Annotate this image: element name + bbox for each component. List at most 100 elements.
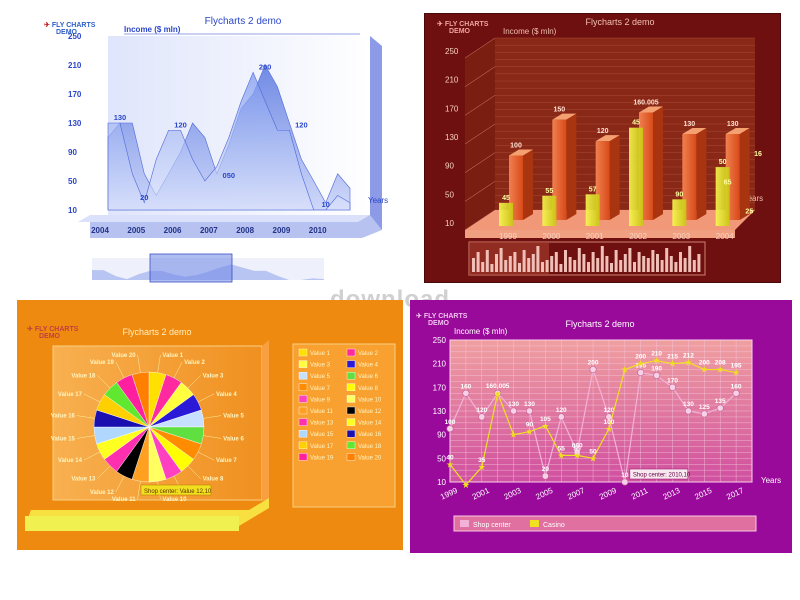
- leader-line: [203, 415, 222, 419]
- leader-line: [115, 361, 125, 379]
- data-label: 160: [731, 383, 742, 390]
- tooltip-text: Shop center: Value 12,10: [144, 489, 212, 495]
- data-label: 100: [604, 419, 615, 426]
- y-tick-label: 250: [68, 32, 82, 41]
- slice-label: Value 20: [112, 353, 137, 359]
- series-point: ★: [668, 359, 676, 369]
- tick-guide: [464, 123, 496, 145]
- x-axis-label: Years: [761, 476, 781, 485]
- slice-label: Value 17: [58, 392, 83, 398]
- x-tick-label: 2009: [273, 226, 291, 235]
- legend-swatch: [346, 441, 356, 450]
- bar-side: [523, 149, 533, 220]
- x-tick-label: 2006: [164, 226, 182, 235]
- series-point: [478, 413, 486, 421]
- legend-label: Value 13: [310, 421, 334, 427]
- series-point: ★: [700, 365, 708, 375]
- series-point: ★: [653, 356, 661, 366]
- chart-title: Flycharts 2 demo: [122, 327, 191, 337]
- y-tick-label: 10: [68, 206, 77, 215]
- y-tick-label: 90: [445, 162, 454, 171]
- bar-top: [682, 128, 707, 134]
- chart-panel-pie: ✈ FLY CHARTS DEMO Flycharts 2 demo Value …: [17, 300, 403, 550]
- area-chart-svg: Flycharts 2 demo Income ($ mln) Years 10 50 9…: [68, 16, 388, 283]
- slice-label: Value 10: [162, 497, 187, 503]
- side-wall: [370, 36, 382, 230]
- logo-line2: DEMO: [449, 28, 470, 35]
- data-label: 200: [635, 354, 646, 361]
- data-label: 130: [524, 401, 535, 408]
- series-point: ★: [525, 427, 533, 437]
- legend-swatch: [298, 360, 308, 368]
- legend-swatch: [346, 371, 356, 380]
- x-tick-label: 2013: [662, 486, 682, 502]
- legend-label: Value 15: [310, 432, 334, 438]
- bar-yellow: [715, 167, 730, 226]
- overview-bar: [642, 256, 646, 272]
- overview-bar: [591, 252, 595, 272]
- slice-label: Value 1: [162, 353, 183, 359]
- overview-bar: [587, 262, 590, 272]
- x-tick-label: 2004: [716, 232, 734, 241]
- data-label: 160.005: [633, 99, 658, 106]
- series-point: [700, 410, 708, 418]
- data-label: 050: [223, 171, 236, 180]
- x-tick-label: 2003: [672, 232, 690, 241]
- data-label: 060: [572, 442, 583, 449]
- data-label: 208: [715, 360, 726, 367]
- legend-label: Value 3: [310, 363, 331, 369]
- legend-label: Value 6: [358, 374, 379, 380]
- x-axis-label: Years: [368, 196, 388, 205]
- series-point: ★: [557, 450, 565, 460]
- overview-bar: [610, 263, 613, 272]
- series-point: [653, 372, 661, 380]
- overview-bar: [499, 248, 503, 272]
- overview-bar: [605, 256, 609, 272]
- overview-bar: [481, 262, 485, 272]
- data-label: 25: [745, 208, 753, 215]
- data-label: 190: [651, 366, 662, 373]
- series-point: ★: [446, 459, 454, 469]
- legend-label: Casino: [543, 522, 565, 529]
- legend-label: Shop center: [473, 522, 511, 529]
- legend-label: Value 14: [358, 421, 382, 427]
- legend-box: [292, 343, 396, 508]
- slice-label: Value 3: [203, 373, 224, 379]
- data-label: 160,005: [486, 383, 510, 390]
- legend-label: Value 7: [310, 386, 331, 392]
- overview-bar: [669, 256, 673, 272]
- overview-bar: [674, 262, 678, 272]
- y-axis-label: Income ($ mln): [503, 27, 557, 36]
- y-tick-label: 250: [433, 336, 447, 345]
- legend-swatch: [298, 441, 308, 450]
- legend-label: Value 11: [310, 409, 333, 415]
- slice-label: Value 13: [71, 477, 96, 483]
- data-label: 120: [476, 407, 487, 414]
- x-tick-label: 2000: [542, 232, 560, 241]
- legend-label: Value 2: [358, 351, 379, 357]
- y-tick-label: 130: [433, 407, 447, 416]
- legend-label: Value 12: [358, 409, 382, 415]
- legend-swatch: [346, 418, 356, 426]
- x-tick-label: 2010: [309, 226, 327, 235]
- series-point: ★: [494, 388, 502, 398]
- y-tick-label: 90: [437, 431, 446, 440]
- chart-panel-area: ✈ FLY CHARTS DEMO Flycharts 2 demo Income…: [40, 10, 400, 285]
- bar-chart-svg: Flycharts 2 demo Income ($ mln) Years 10 50 9…: [445, 17, 763, 276]
- legend-swatch: [298, 406, 308, 415]
- data-label: 130: [114, 113, 127, 122]
- data-label: 90: [675, 191, 683, 198]
- logo-line1: FLY CHARTS: [34, 326, 79, 333]
- series-point: ★: [732, 368, 740, 378]
- series-point: ★: [605, 424, 613, 434]
- legend-label: Value 20: [358, 455, 382, 461]
- overview-bar: [665, 248, 669, 272]
- slice-label: Value 19: [90, 360, 115, 366]
- leader-line: [83, 451, 101, 461]
- legend-swatch: [298, 371, 308, 380]
- overview-bar: [660, 260, 664, 272]
- tooltip-box: [140, 484, 212, 496]
- slice-label: Value 2: [184, 360, 205, 366]
- logo-line2: DEMO: [39, 333, 60, 340]
